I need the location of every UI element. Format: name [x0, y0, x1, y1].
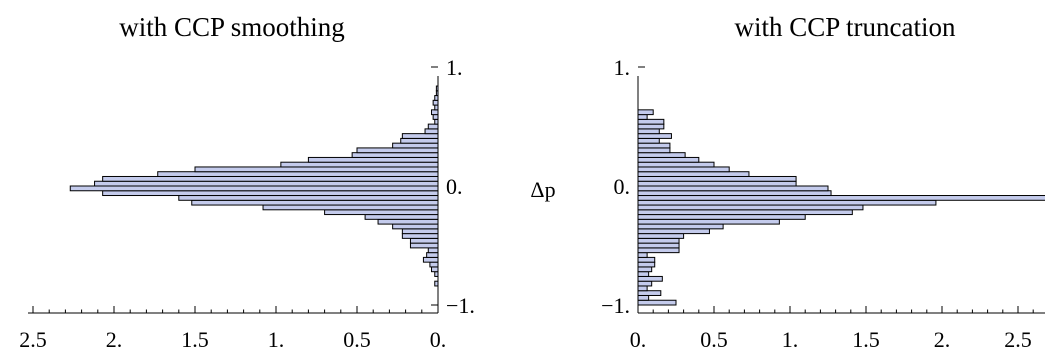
right-bar-17 — [638, 219, 779, 224]
right-bar-10 — [638, 253, 647, 258]
right-bar-28 — [638, 167, 729, 172]
left-bar-27 — [357, 148, 438, 153]
right-bar-38 — [638, 119, 664, 124]
right-y-tick-label: 1. — [614, 55, 631, 80]
right-bar-33 — [638, 143, 670, 148]
left-bar-34 — [433, 115, 438, 120]
right-bar-21 — [638, 200, 936, 205]
left-x-tick-label: 1.5 — [181, 327, 209, 352]
right-chart: 0. 0.5 1. 1.5 2. 2.51.0.−1. — [601, 55, 1045, 352]
right-bar-34 — [638, 138, 659, 143]
left-bar-31 — [425, 129, 438, 134]
left-bar-19 — [70, 186, 438, 191]
right-bar-14 — [638, 234, 684, 239]
left-bar-23 — [195, 167, 438, 172]
left-bar-35 — [432, 110, 438, 115]
right-bar-6 — [638, 272, 649, 277]
right-bar-11 — [638, 248, 679, 253]
left-bar-25 — [308, 157, 438, 162]
left-bar-13 — [365, 215, 438, 220]
right-bar-15 — [638, 229, 709, 234]
left-bar-14 — [325, 210, 438, 215]
left-bar-12 — [378, 219, 438, 224]
left-bar-17 — [179, 196, 438, 201]
right-bar-29 — [638, 162, 714, 167]
right-x-tick-label: 1.5 — [852, 327, 880, 352]
left-x-tick-label: 1. — [268, 327, 285, 352]
left-x-tick-label: 2.5 — [19, 327, 47, 352]
left-bar-18 — [103, 191, 438, 196]
left-bar-9 — [402, 234, 438, 239]
left-bar-20 — [95, 181, 438, 186]
right-y-tick-label: 0. — [614, 174, 631, 199]
right-bar-18 — [638, 215, 805, 220]
left-bar-32 — [428, 124, 438, 129]
right-bar-12 — [638, 243, 679, 248]
right-bar-19 — [638, 210, 852, 215]
right-bar-40 — [638, 110, 653, 115]
right-bar-13 — [638, 238, 679, 243]
right-bar-37 — [638, 124, 664, 129]
right-chart-y-axis-label: Δp — [530, 177, 555, 202]
left-bar-29 — [401, 138, 438, 143]
right-x-tick-label: 2.5 — [1004, 327, 1032, 352]
right-bar-7 — [638, 267, 652, 272]
right-bar-24 — [638, 186, 828, 191]
left-x-tick-label: 0.5 — [343, 327, 371, 352]
right-bar-0 — [638, 300, 676, 305]
left-bar-26 — [352, 153, 438, 158]
left-bar-24 — [281, 162, 438, 167]
left-y-tick-label: 1. — [446, 55, 463, 80]
left-bar-10 — [402, 229, 438, 234]
left-chart: 2.5 2. 1.5 1. 0.5 0. 1. 0. −1. — [19, 55, 475, 352]
right-bar-3 — [638, 286, 647, 291]
left-y-tick-label: 0. — [446, 174, 463, 199]
left-bar-21 — [103, 176, 438, 181]
right-x-tick-label: 0. — [630, 327, 647, 352]
right-bar-22 — [638, 196, 1045, 201]
right-x-tick-label: 1. — [782, 327, 799, 352]
left-bar-28 — [393, 143, 438, 148]
right-bar-26 — [638, 176, 796, 181]
right-bar-31 — [638, 153, 685, 158]
right-bar-16 — [638, 224, 723, 229]
left-bar-2 — [432, 267, 438, 272]
left-bar-37 — [433, 100, 438, 105]
right-bar-2 — [638, 291, 661, 296]
right-bar-39 — [638, 115, 647, 120]
right-y-tick-label: −1. — [601, 293, 630, 318]
right-bar-5 — [638, 276, 662, 281]
right-bar-23 — [638, 191, 831, 196]
right-x-tick-label: 0.5 — [700, 327, 728, 352]
right-bar-20 — [638, 205, 863, 210]
right-bar-32 — [638, 148, 670, 153]
left-bar-4 — [423, 257, 438, 262]
right-bar-1 — [638, 295, 649, 300]
left-x-tick-label: 0. — [430, 327, 447, 352]
right-chart-title: with CCP truncation — [735, 12, 956, 42]
left-bar-22 — [158, 172, 438, 177]
left-x-tick-label: 2. — [106, 327, 123, 352]
left-bar-6 — [428, 248, 438, 253]
left-chart-title: with CCP smoothing — [119, 12, 345, 42]
left-bar-30 — [402, 134, 438, 139]
right-bar-30 — [638, 157, 699, 162]
left-bar-15 — [263, 205, 438, 210]
left-bar-3 — [430, 262, 438, 267]
right-bar-25 — [638, 181, 796, 186]
right-bar-4 — [638, 281, 652, 286]
left-bar-7 — [410, 243, 438, 248]
left-y-tick-label: −1. — [446, 293, 475, 318]
right-bar-36 — [638, 129, 659, 134]
left-bar-5 — [427, 253, 438, 258]
right-bar-35 — [638, 134, 671, 139]
right-bar-27 — [638, 172, 749, 177]
right-bar-9 — [638, 257, 655, 262]
right-bar-8 — [638, 262, 655, 267]
left-bar-16 — [192, 200, 438, 205]
left-bar-8 — [410, 238, 438, 243]
left-bar-11 — [393, 224, 438, 229]
right-x-tick-label: 2. — [934, 327, 951, 352]
